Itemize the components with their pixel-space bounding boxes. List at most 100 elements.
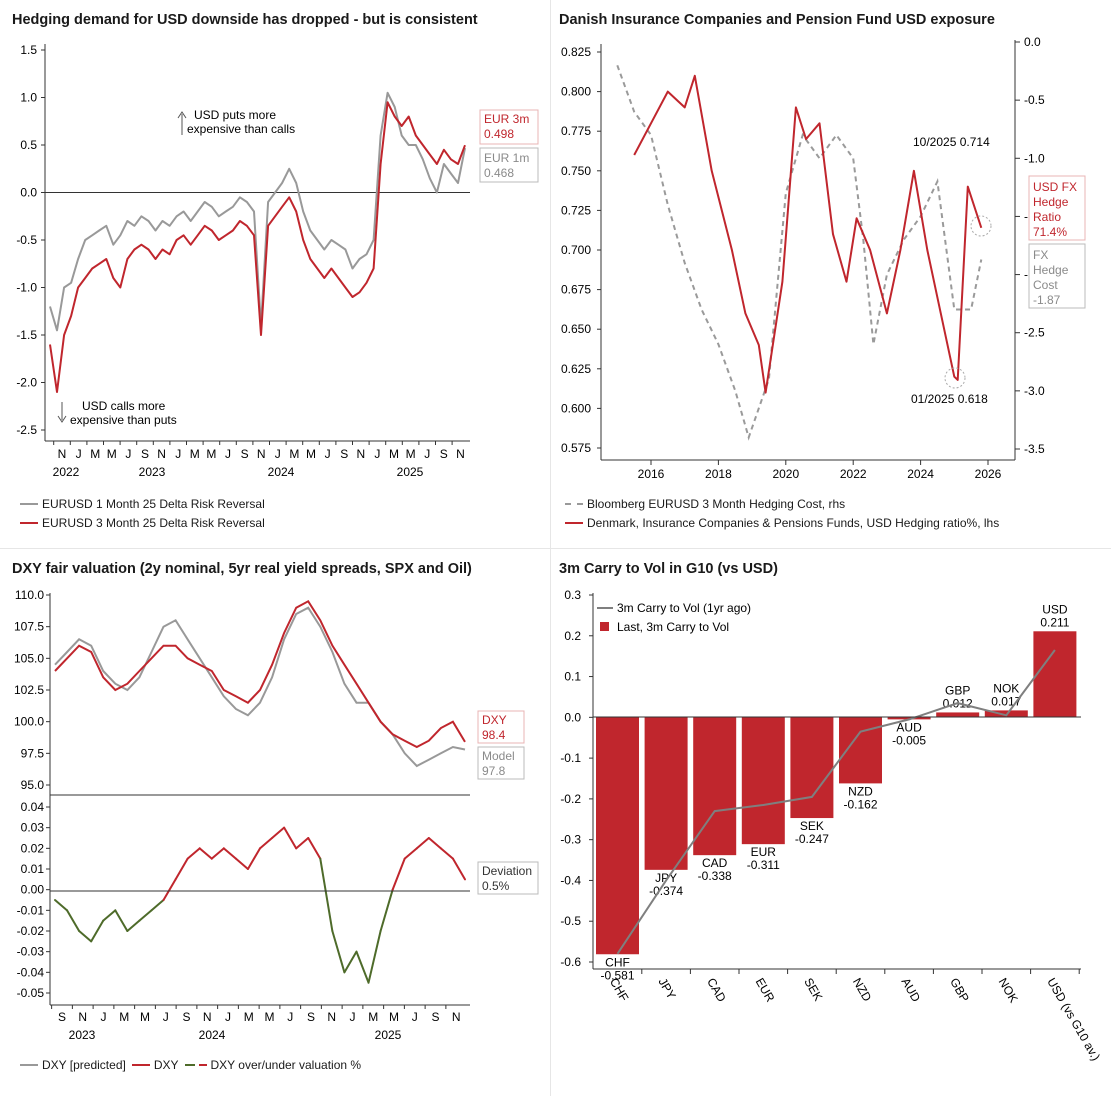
- y-upper-tick-label: 105.0: [14, 651, 44, 665]
- x-tick-label: AUD: [899, 976, 924, 1005]
- arrow-up-icon: [177, 111, 187, 135]
- x-tick-label: M: [289, 447, 299, 461]
- legend-label-1yr: 3m Carry to Vol (1yr ago): [617, 601, 751, 615]
- x-tick-label: M: [107, 447, 117, 461]
- end-label-model-name: Model: [482, 749, 515, 763]
- y-right-tick-label: -3.0: [1024, 384, 1045, 398]
- deviation-segment: [343, 950, 358, 974]
- y-tick-label: -1.0: [16, 281, 37, 295]
- dxy-fair-value-chart: 110.0 107.5 105.0 102.5 100.0 97.5 95.0 0.04 0.…: [14, 588, 539, 1042]
- x-tick-label: EUR: [753, 976, 778, 1005]
- x-tick-label: J: [175, 447, 181, 461]
- y-lower-tick-label: -0.01: [17, 903, 45, 917]
- deviation-segment: [271, 826, 286, 839]
- bar-value-label: 0.211: [1040, 615, 1069, 629]
- x-tick-label: J: [287, 1010, 293, 1024]
- y-right-tick-label: 0.0: [1024, 35, 1041, 49]
- deviation-segment: [78, 930, 93, 943]
- y-tick-label: 0.1: [564, 670, 581, 684]
- y-left-tick-label: 0.775: [561, 124, 591, 138]
- chart-legend: EURUSD 1 Month 25 Delta Risk Reversal EU…: [20, 494, 265, 532]
- x-tick-label: M: [119, 1010, 129, 1024]
- annotation-up-line1: USD puts more: [194, 108, 276, 122]
- deviation-segment: [162, 878, 177, 901]
- end-label-eur3m: EUR 3m 0.498: [479, 109, 539, 145]
- x-tick-label: S: [182, 1010, 190, 1024]
- x-tick-label: J: [424, 447, 430, 461]
- x-tick-label: J: [374, 447, 380, 461]
- bar-value-label: -0.581: [600, 968, 634, 982]
- x-tick-label: GBP: [947, 976, 972, 1005]
- x-tick-label: N: [157, 447, 166, 461]
- x-tick-label: S: [307, 1010, 315, 1024]
- y-lower-tick-label: -0.05: [17, 986, 45, 1000]
- end-label-dxy-name: DXY: [482, 713, 507, 727]
- deviation-segment: [198, 847, 213, 860]
- legend-swatch-bar: [600, 622, 609, 631]
- x-tick-label: 2018: [705, 467, 732, 481]
- bar-cad: [693, 717, 737, 856]
- end-label-deviation-value: 0.5%: [482, 879, 510, 893]
- y-lower-tick-label: 0.00: [21, 883, 45, 897]
- legend-item-3m: EURUSD 3 Month 25 Delta Risk Reversal: [20, 513, 265, 532]
- x-tick-label: J: [225, 447, 231, 461]
- end-label-deviation-name: Deviation: [482, 864, 532, 878]
- end-label-ratio-line2: Hedge: [1033, 195, 1069, 209]
- y-tick-label: 0.5: [20, 138, 37, 152]
- bar-jpy: [644, 717, 688, 870]
- bar-sek: [790, 717, 834, 819]
- deviation-segment: [174, 857, 189, 881]
- y-upper-tick-label: 100.0: [14, 715, 44, 729]
- deviation-segment: [186, 847, 201, 860]
- x-tick-label: USD (vs G10 av.): [1044, 976, 1103, 1064]
- annotation-high: 10/2025 0.714: [913, 135, 990, 149]
- danish-exposure-chart: 0.825 0.800 0.775 0.750 0.725 0.700 0.675 0.650…: [561, 35, 1086, 481]
- y-lower-tick-label: 0.02: [21, 841, 45, 855]
- y-tick-label: 0.3: [564, 588, 581, 602]
- legend-label-last: Last, 3m Carry to Vol: [617, 620, 729, 634]
- end-label-cost-line2: Hedge: [1033, 263, 1069, 277]
- bar-value-label: -0.247: [795, 832, 829, 846]
- deviation-segment: [331, 930, 346, 974]
- y-tick-label: 0.0: [564, 710, 581, 724]
- end-label-cost-line3: Cost: [1033, 278, 1058, 292]
- x-year-label: 2024: [268, 465, 295, 479]
- deviation-segment: [403, 847, 418, 860]
- series-line-hedging-cost: [616, 64, 983, 441]
- legend-row: DXY [predicted] DXY DXY over/under valua…: [20, 1055, 361, 1074]
- y-left-tick-label: 0.825: [561, 45, 591, 59]
- x-tick-label: N: [452, 1010, 461, 1024]
- end-label-ratio-line1: USD FX: [1033, 180, 1077, 194]
- y-right-tick-label: -3.5: [1024, 442, 1045, 456]
- x-tick-label: J: [350, 1010, 356, 1024]
- x-tick-label: J: [275, 447, 281, 461]
- x-tick-label: M: [140, 1010, 150, 1024]
- legend-label: Bloomberg EURUSD 3 Month Hedging Cost, r…: [587, 496, 846, 511]
- x-tick-label: J: [325, 447, 331, 461]
- deviation-segment: [66, 909, 81, 932]
- y-tick-label: -0.6: [560, 955, 581, 969]
- deviation-segment: [439, 847, 454, 860]
- end-label-eur1m-value: 0.468: [484, 166, 514, 180]
- end-label-dxy-value: 98.4: [482, 728, 506, 742]
- x-year-label: 2023: [69, 1028, 96, 1042]
- end-label-ratio-line3: Ratio: [1033, 210, 1061, 224]
- y-right-tick-label: -1.0: [1024, 151, 1045, 165]
- deviation-segment: [295, 837, 310, 850]
- bar-value-label: -0.162: [843, 797, 877, 811]
- end-label-model: Model 97.8: [477, 746, 525, 780]
- y-lower-tick-label: 0.03: [21, 821, 45, 835]
- end-label-eur1m-name: EUR 1m: [484, 151, 529, 165]
- y-tick-label: -0.5: [560, 914, 581, 928]
- x-tick-label: 2020: [772, 467, 799, 481]
- x-tick-label: SEK: [801, 976, 825, 1004]
- legend-label: EURUSD 1 Month 25 Delta Risk Reversal: [42, 496, 265, 511]
- x-tick-label: M: [368, 1010, 378, 1024]
- x-tick-label: JPY: [656, 976, 679, 1002]
- y-tick-label: -1.5: [16, 328, 37, 342]
- end-label-eur3m-name: EUR 3m: [484, 112, 529, 126]
- y-left-tick-label: 0.650: [561, 322, 591, 336]
- legend-label: Denmark, Insurance Companies & Pensions …: [587, 515, 1000, 530]
- bar-value-label: -0.338: [698, 869, 732, 883]
